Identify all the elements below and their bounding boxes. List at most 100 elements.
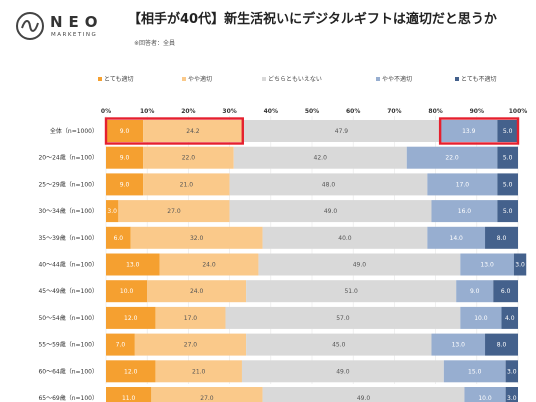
data-label: 11.0 xyxy=(122,395,136,402)
bar-segment xyxy=(406,146,498,169)
bar-segment xyxy=(106,360,156,383)
legend-swatch xyxy=(376,76,380,81)
data-label: 22.0 xyxy=(445,155,459,162)
data-label: 5.0 xyxy=(503,155,513,162)
data-label: 10.0 xyxy=(478,395,492,402)
category-label: 65～69歳（n=100） xyxy=(38,394,98,402)
bar-segment xyxy=(151,387,263,402)
bar-segment xyxy=(460,306,502,329)
legend-item: どちらともいえない xyxy=(262,74,322,83)
category-label: 全体（n=1000） xyxy=(50,127,98,135)
bar-segment xyxy=(130,226,263,249)
bar-segment xyxy=(229,173,428,196)
bar-segment xyxy=(106,280,148,303)
data-label: 42.0 xyxy=(314,155,328,162)
category-label: 55～59歳（n=100） xyxy=(38,341,98,349)
data-label: 13.0 xyxy=(126,262,140,269)
x-tick-label: 50% xyxy=(305,108,319,115)
bar-segment xyxy=(134,333,247,356)
category-label: 35～39歳（n=100） xyxy=(38,234,98,242)
bar-segment xyxy=(246,280,457,303)
data-label: 24.2 xyxy=(186,128,200,135)
bar-segment xyxy=(106,173,144,196)
legend-swatch xyxy=(455,76,459,81)
highlight-box xyxy=(438,117,520,145)
data-label: 6.0 xyxy=(501,288,511,295)
data-label: 9.0 xyxy=(120,128,130,135)
x-tick-label: 40% xyxy=(264,108,278,115)
x-tick-label: 80% xyxy=(428,108,442,115)
data-label: 48.0 xyxy=(322,181,336,188)
logo-brand: NEO xyxy=(50,13,104,31)
data-label: 51.0 xyxy=(344,288,358,295)
bar-segment xyxy=(118,200,230,223)
data-label: 7.0 xyxy=(116,342,126,349)
bar-segment xyxy=(497,120,518,142)
bar-segment xyxy=(431,333,486,356)
data-label: 9.0 xyxy=(120,155,130,162)
chart-title: 【相手が40代】新生活祝いにデジタルギフトは適切だと思うか xyxy=(128,12,497,27)
bar-segment xyxy=(143,173,230,196)
data-label: 13.0 xyxy=(480,262,494,269)
bar-segment xyxy=(505,387,518,402)
data-label: 45.0 xyxy=(332,342,346,349)
data-label: 17.0 xyxy=(456,181,470,188)
bar-segment xyxy=(106,146,144,169)
data-label: 13.0 xyxy=(452,342,466,349)
data-label: 9.0 xyxy=(120,181,130,188)
bar-segment xyxy=(241,360,444,383)
bar-segment xyxy=(460,253,514,276)
bar-segment xyxy=(155,306,226,329)
bar-segment xyxy=(431,200,498,223)
data-label: 10.0 xyxy=(120,288,134,295)
data-label: 15.0 xyxy=(468,368,482,375)
legend-label: とても適切 xyxy=(104,76,134,83)
bar-segment xyxy=(485,333,518,356)
data-label: 40.0 xyxy=(338,235,352,242)
data-label: 14.0 xyxy=(450,235,464,242)
bar-segment xyxy=(229,200,432,223)
legend-label: とても不適切 xyxy=(461,76,497,83)
x-tick-label: 70% xyxy=(387,108,401,115)
bar-segment xyxy=(106,120,144,142)
neo-marketing-logo: NEO MARKETING xyxy=(16,12,116,46)
bar-segment xyxy=(513,253,527,276)
data-label: 21.0 xyxy=(192,368,206,375)
bar-segment xyxy=(485,226,518,249)
x-tick-label: 0% xyxy=(101,108,111,115)
data-label: 57.0 xyxy=(336,315,350,322)
data-label: 12.0 xyxy=(124,315,138,322)
legend-item: やや適切 xyxy=(182,74,212,83)
category-label: 25～29歳（n=100） xyxy=(38,180,98,188)
bar-segment xyxy=(106,387,152,402)
data-label: 16.0 xyxy=(458,208,472,215)
bar-segment xyxy=(246,333,432,356)
x-tick-label: 60% xyxy=(346,108,360,115)
data-label: 5.0 xyxy=(503,128,513,135)
data-label: 3.0 xyxy=(507,395,517,402)
data-label: 27.0 xyxy=(167,208,181,215)
data-label: 24.0 xyxy=(202,262,216,269)
bar-segment xyxy=(501,306,518,329)
category-label: 20～24歳（n=100） xyxy=(38,154,98,162)
bar-segment xyxy=(143,120,243,142)
bar-segment xyxy=(505,360,518,383)
bar-segment xyxy=(155,360,242,383)
data-label: 49.0 xyxy=(324,208,338,215)
data-label: 10.0 xyxy=(474,315,488,322)
bar-segment xyxy=(106,200,119,223)
data-label: 5.0 xyxy=(503,181,513,188)
legend-swatch xyxy=(182,76,186,81)
bar-segment xyxy=(159,253,259,276)
data-label: 8.0 xyxy=(497,342,507,349)
data-label: 24.0 xyxy=(190,288,204,295)
logo-wave-icon xyxy=(16,12,44,40)
bar-segment xyxy=(456,280,494,303)
x-tick-label: 10% xyxy=(140,108,154,115)
category-label: 30～34歳（n=100） xyxy=(38,207,98,215)
bar-segment xyxy=(225,306,461,329)
x-tick-label: 100% xyxy=(509,108,528,115)
x-tick-label: 90% xyxy=(470,108,484,115)
bar-segment xyxy=(258,253,461,276)
